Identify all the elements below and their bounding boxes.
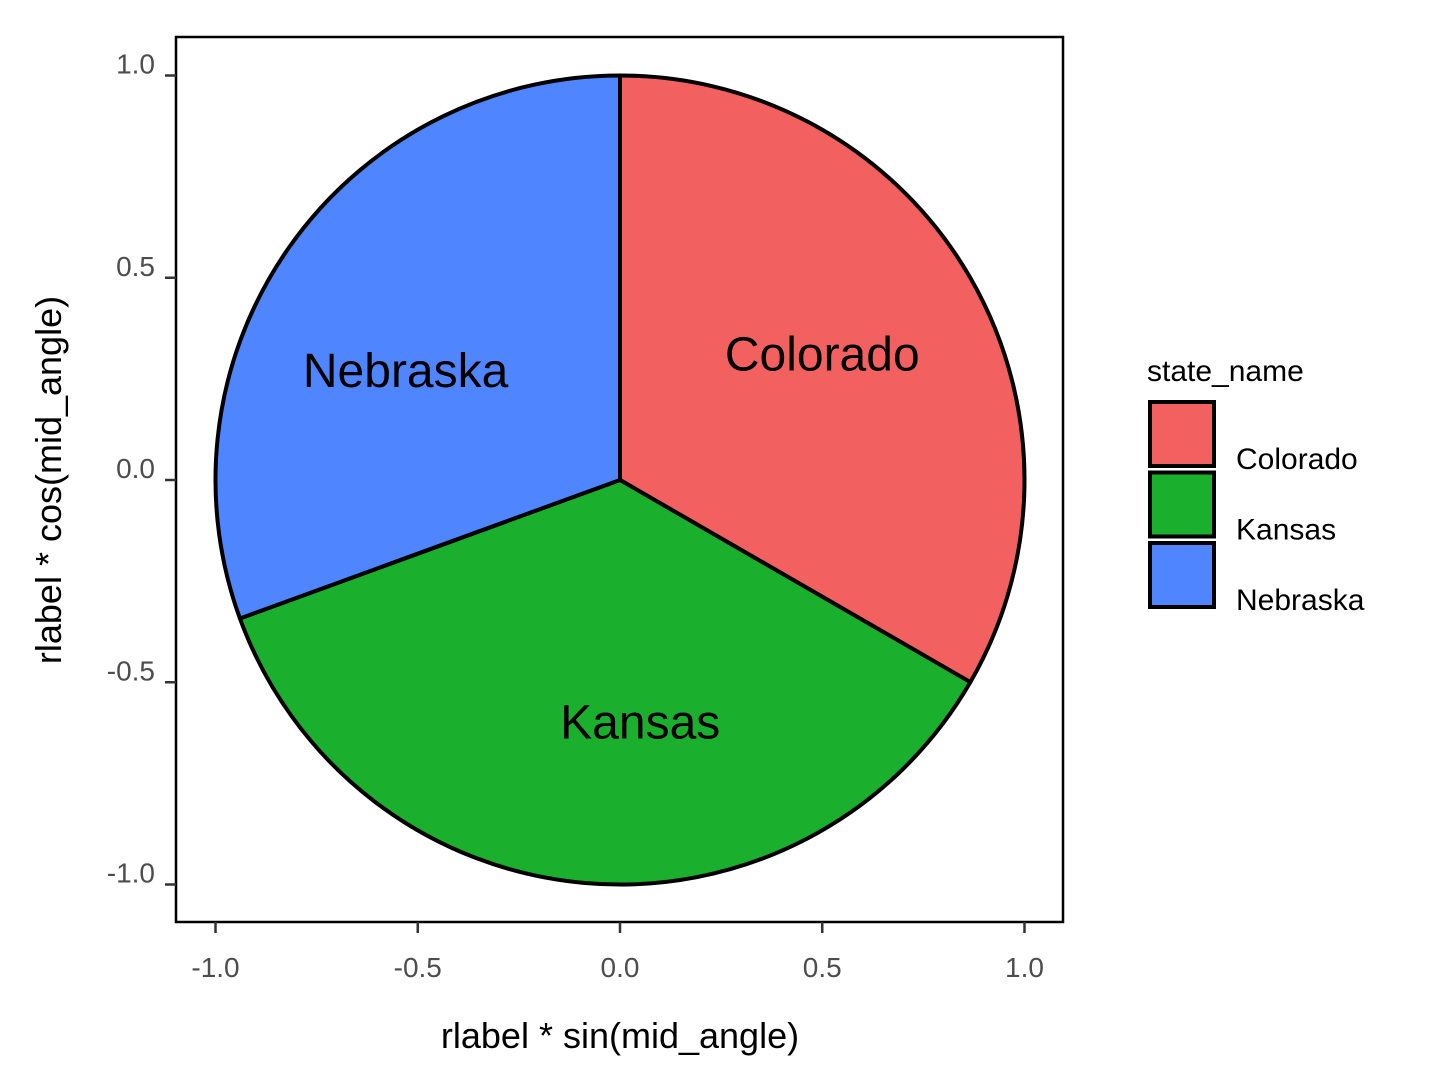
- y-tick-label: 0.0: [116, 453, 155, 484]
- legend-key-kansas: [1148, 470, 1216, 539]
- pie-slice-nebraska: [213, 73, 622, 621]
- y-tick-label: 1.0: [116, 49, 155, 80]
- slice-label-kansas: Kansas: [560, 697, 720, 750]
- x-axis-title: rlabel * sin(mid_angle): [441, 1015, 799, 1056]
- x-tick-label: -0.5: [394, 952, 442, 983]
- legend-key-colorado: [1148, 400, 1216, 468]
- x-tick-label: 0.5: [803, 952, 842, 983]
- x-axis: -1.0 -0.5 0.0 0.5 1.0: [191, 922, 1044, 983]
- pie-slice-kansas: [237, 478, 973, 887]
- x-tick-label: -1.0: [191, 952, 239, 983]
- pie-slice-labels: Colorado Kansas Nebraska: [303, 329, 920, 750]
- slice-label-nebraska: Nebraska: [303, 345, 509, 398]
- legend: state_name Colorado Kansas Nebraska: [1147, 355, 1365, 617]
- pie-slices: [213, 73, 1027, 887]
- legend-label-nebraska: Nebraska: [1236, 584, 1365, 617]
- y-tick-label: 0.5: [116, 251, 155, 282]
- y-axis-title: rlabel * cos(mid_angle): [28, 296, 69, 664]
- legend-label-colorado: Colorado: [1236, 443, 1358, 476]
- legend-title: state_name: [1147, 355, 1304, 388]
- y-axis: -1.0 -0.5 0.0 0.5 1.0: [107, 49, 176, 889]
- legend-label-kansas: Kansas: [1236, 514, 1336, 547]
- y-tick-label: -0.5: [107, 655, 155, 686]
- x-tick-label: 0.0: [601, 952, 640, 983]
- pie-slice-colorado: [618, 73, 1027, 685]
- legend-key-nebraska: [1148, 541, 1216, 609]
- x-tick-label: 1.0: [1005, 952, 1044, 983]
- slice-label-colorado: Colorado: [725, 329, 920, 382]
- y-tick-label: -1.0: [107, 858, 155, 889]
